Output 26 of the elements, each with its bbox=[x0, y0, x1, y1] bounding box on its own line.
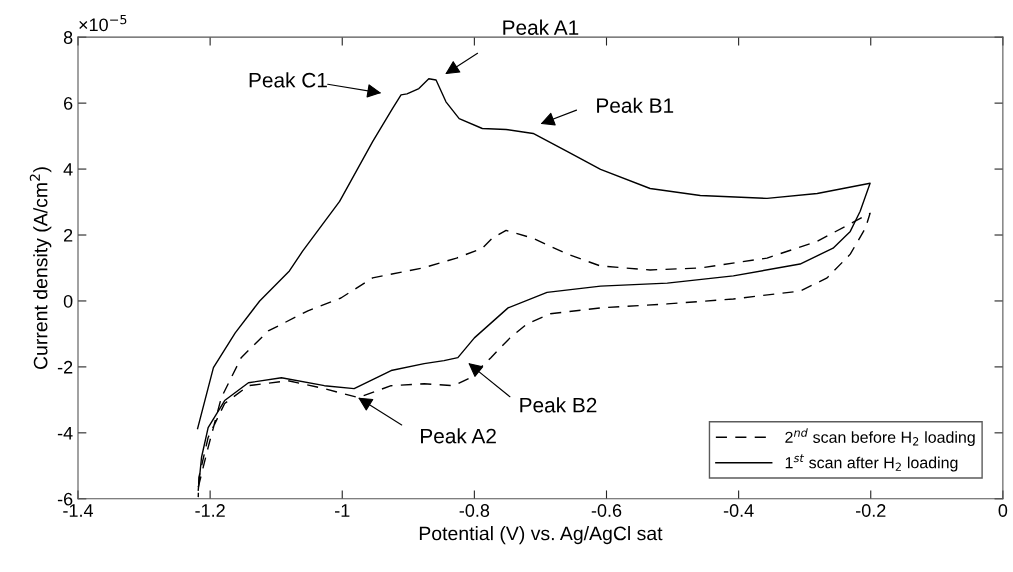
text: ×10$^{−5}$ bbox=[79, 14, 127, 32]
x-tick-label: 0 bbox=[998, 504, 1008, 517]
y-tick-label: -4 bbox=[57, 426, 73, 440]
y-tick-label: 4 bbox=[63, 163, 73, 176]
x-tick-label: -1 bbox=[335, 504, 350, 517]
annotation: Peak B1 bbox=[597, 97, 674, 113]
annotation: Peak A2 bbox=[421, 428, 496, 444]
x-tick-label: -0.4 bbox=[723, 504, 754, 517]
annotation: Peak C1 bbox=[249, 72, 327, 88]
y-tick-label: 8 bbox=[63, 31, 73, 44]
x-tick-label: -0.2 bbox=[855, 504, 886, 517]
y-tick-label: 2 bbox=[64, 228, 73, 242]
x-tick-label: -0.8 bbox=[459, 504, 490, 517]
y-tick-label: -2 bbox=[57, 360, 73, 374]
y-tick-label: 6 bbox=[64, 97, 73, 110]
y-axis-title: Current density (A/cm$^{2}$) bbox=[29, 167, 52, 369]
y-tick-label: -6 bbox=[57, 492, 73, 506]
legend-label: 1$^{st}$ scan after H$_{2}$ loading bbox=[785, 454, 958, 472]
text: Peak A1 bbox=[503, 19, 579, 35]
y-tick-label: 0 bbox=[63, 294, 73, 308]
x-tick-label: -1.4 bbox=[63, 504, 94, 517]
x-axis-title: Potential (V) vs. Ag/AgCl sat bbox=[419, 526, 663, 545]
legend-label: 2$^{nd}$ scan before H$_{2}$ loading bbox=[785, 428, 975, 447]
x-tick-label: -0.6 bbox=[591, 504, 622, 517]
x-tick-label: -1.2 bbox=[195, 504, 225, 517]
annotation: Peak B2 bbox=[520, 397, 597, 413]
